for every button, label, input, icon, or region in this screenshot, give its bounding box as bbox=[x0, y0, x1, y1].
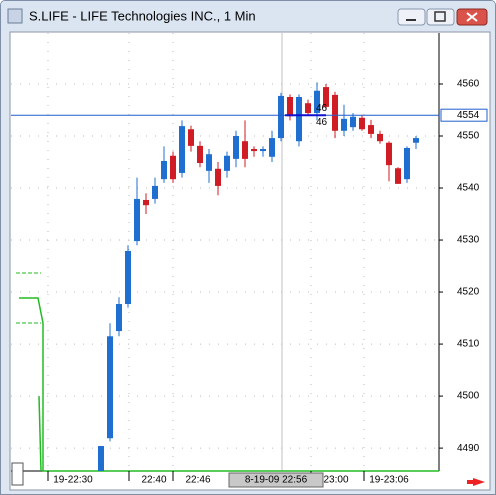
candle-body bbox=[143, 199, 149, 206]
crosshair-label: 8-19-09 22:56 bbox=[245, 475, 308, 486]
candle-body bbox=[413, 138, 419, 143]
candle-body bbox=[395, 168, 401, 184]
candle-body bbox=[224, 155, 230, 171]
candle-body bbox=[170, 155, 176, 180]
candle-body bbox=[305, 103, 311, 114]
candle-body bbox=[368, 125, 374, 134]
candle-body bbox=[188, 129, 194, 146]
y-tick-label: 4540 bbox=[457, 183, 480, 194]
candle-body bbox=[251, 149, 257, 152]
candle-body bbox=[341, 118, 347, 131]
last-price-label: 4554 bbox=[457, 110, 480, 121]
y-tick-label: 4520 bbox=[457, 287, 480, 298]
candle-body bbox=[359, 117, 365, 130]
x-tick-label: 23:00 bbox=[323, 475, 348, 486]
candle-body bbox=[107, 336, 113, 439]
candle-body bbox=[323, 87, 329, 107]
x-tick-label: 19-23:06 bbox=[369, 475, 409, 486]
candle-body bbox=[260, 149, 266, 152]
candle-body bbox=[206, 154, 212, 171]
candle-body bbox=[404, 147, 410, 180]
y-tick-label: 4510 bbox=[457, 339, 480, 350]
y-tick-label: 4560 bbox=[457, 79, 480, 90]
minimize-button[interactable] bbox=[397, 8, 426, 26]
x-tick-label: 19-22:30 bbox=[53, 475, 93, 486]
candle-body bbox=[125, 250, 131, 305]
y-tick-label: 4550 bbox=[457, 131, 480, 142]
candle-body bbox=[386, 142, 392, 166]
last-price-box bbox=[440, 108, 488, 122]
candle-body bbox=[98, 446, 104, 471]
candle-body bbox=[314, 90, 320, 114]
candle-body bbox=[134, 198, 140, 242]
candle-body bbox=[161, 160, 167, 180]
candle-body bbox=[242, 141, 248, 159]
crosshair-label-box bbox=[228, 472, 324, 488]
x-tick-label: 22:46 bbox=[185, 475, 210, 486]
candle-body bbox=[377, 133, 383, 142]
chart-panel bbox=[9, 31, 491, 491]
candle-body bbox=[332, 94, 338, 131]
candle-body bbox=[116, 304, 122, 332]
candle-body bbox=[278, 95, 284, 139]
candle-body bbox=[269, 138, 275, 157]
y-tick-label: 4490 bbox=[457, 443, 480, 454]
candle-body bbox=[233, 135, 239, 159]
close-button[interactable] bbox=[456, 8, 488, 26]
scroll-handle[interactable] bbox=[11, 462, 24, 486]
candle-body bbox=[179, 126, 185, 173]
annotation: 46 bbox=[316, 117, 328, 128]
window-icon bbox=[7, 8, 23, 24]
annotation: 46 bbox=[316, 103, 328, 114]
maximize-button[interactable] bbox=[426, 8, 455, 26]
candle-body bbox=[215, 168, 221, 186]
scroll-right-arrow[interactable] bbox=[467, 478, 485, 486]
candle-body bbox=[296, 96, 302, 142]
x-tick-label: 22:40 bbox=[141, 475, 166, 486]
window-title: S.LIFE - LIFE Technologies INC., 1 Min bbox=[29, 8, 256, 23]
y-tick-label: 4500 bbox=[457, 391, 480, 402]
indicator bbox=[16, 272, 439, 472]
candle-body bbox=[350, 116, 356, 128]
candle-body bbox=[287, 96, 293, 117]
y-tick-label: 4530 bbox=[457, 235, 480, 246]
candle-body bbox=[152, 185, 158, 199]
candle-body bbox=[197, 145, 203, 164]
